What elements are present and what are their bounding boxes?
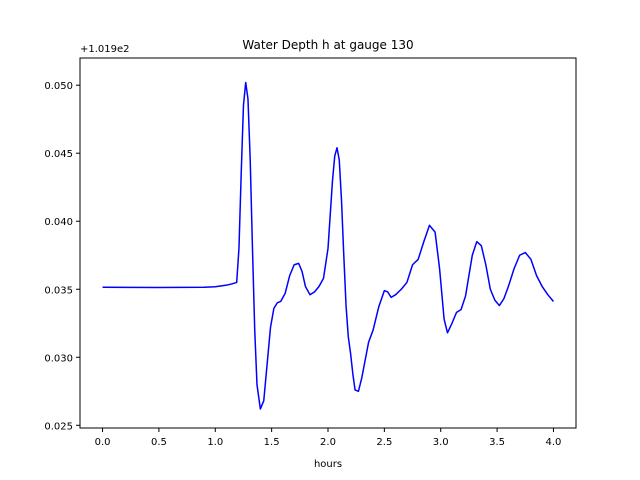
series-line-0 — [102, 81, 555, 410]
x-tick-label: 1.5 — [264, 437, 280, 448]
y-axis: 0.025 0.030 0.035 0.040 0.045 0.050 — [44, 81, 80, 432]
x-tick-label: 3.0 — [433, 437, 449, 448]
x-tick-label: 3.5 — [489, 437, 505, 448]
x-tick-label: 0.5 — [151, 437, 167, 448]
y-axis-offset-label: +1.019e2 — [80, 44, 130, 55]
x-tick-label: 0.0 — [95, 437, 111, 448]
y-tick-label: 0.040 — [44, 217, 73, 228]
plot-area — [102, 81, 555, 410]
y-tick-label: 0.050 — [44, 81, 73, 92]
y-tick-label: 0.035 — [44, 285, 73, 296]
x-axis: 0.0 0.5 1.0 1.5 2.0 2.5 3.0 3.5 4.0 — [95, 428, 562, 448]
y-tick-label: 0.025 — [44, 421, 73, 432]
x-tick-label: 1.0 — [207, 437, 223, 448]
y-tick-label: 0.030 — [44, 353, 73, 364]
x-tick-label: 2.5 — [376, 437, 392, 448]
x-axis-label: hours — [314, 459, 342, 470]
chart-title: Water Depth h at gauge 130 — [242, 38, 413, 52]
y-tick-label: 0.045 — [44, 149, 73, 160]
x-tick-label: 2.0 — [320, 437, 336, 448]
x-tick-label: 4.0 — [546, 437, 562, 448]
